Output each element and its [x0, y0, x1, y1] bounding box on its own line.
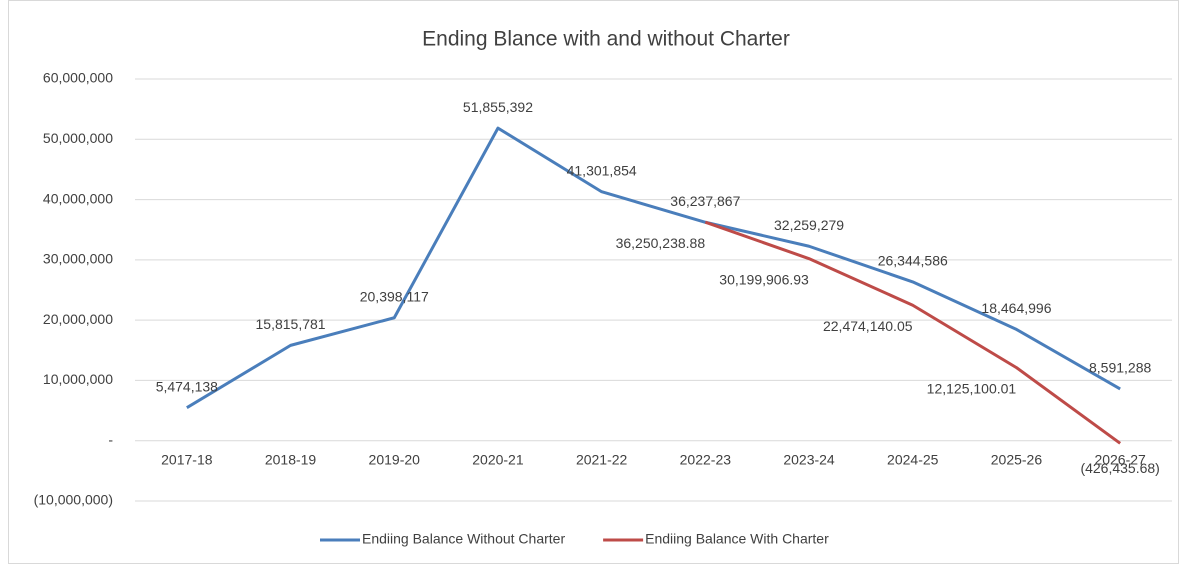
x-tick-label: 2020-21	[472, 451, 524, 467]
x-tick-label: 2019-20	[369, 451, 421, 467]
chart-frame	[8, 0, 1179, 564]
y-tick-label: 60,000,000	[43, 70, 113, 86]
data-label: 30,199,906.93	[719, 271, 809, 287]
x-tick-label: 2018-19	[265, 451, 317, 467]
legend-label: Endiing Balance With Charter	[645, 531, 829, 547]
y-tick-label: -	[108, 431, 113, 447]
data-label: 22,474,140.05	[823, 318, 913, 334]
data-label: 41,301,854	[567, 162, 637, 178]
x-tick-label: 2026-27	[1094, 451, 1146, 467]
y-tick-label: 10,000,000	[43, 371, 113, 387]
data-label: 51,855,392	[463, 99, 533, 115]
x-tick-label: 2023-24	[783, 451, 835, 467]
x-tick-label: 2021-22	[576, 451, 628, 467]
data-label: 12,125,100.01	[927, 380, 1017, 396]
x-tick-label: 2024-25	[887, 451, 939, 467]
y-tick-label: 50,000,000	[43, 130, 113, 146]
data-label: 36,250,238.88	[616, 235, 706, 251]
series-line	[186, 126, 1121, 409]
x-tick-label: 2022-23	[680, 451, 732, 467]
legend-label: Endiing Balance Without Charter	[362, 531, 565, 547]
series-line	[704, 220, 1122, 445]
x-tick-label: 2017-18	[161, 451, 213, 467]
data-label: 5,474,138	[156, 378, 218, 394]
data-label: 18,464,996	[981, 300, 1051, 316]
data-label: 8,591,288	[1089, 360, 1151, 376]
data-label: 20,398,117	[360, 288, 429, 304]
y-tick-label: 40,000,000	[43, 190, 113, 206]
data-label: 36,237,867	[670, 193, 740, 209]
data-label: (426,435.68)	[1080, 460, 1159, 476]
data-label: 26,344,586	[878, 253, 948, 269]
y-tick-label: 20,000,000	[43, 311, 113, 327]
data-label: 32,259,279	[774, 217, 844, 233]
y-tick-label: 30,000,000	[43, 251, 113, 267]
chart-title: Ending Blance with and without Charter	[422, 28, 790, 51]
x-tick-label: 2025-26	[991, 451, 1043, 467]
y-tick-label: (10,000,000)	[34, 492, 113, 508]
data-label: 15,815,781	[256, 316, 326, 332]
